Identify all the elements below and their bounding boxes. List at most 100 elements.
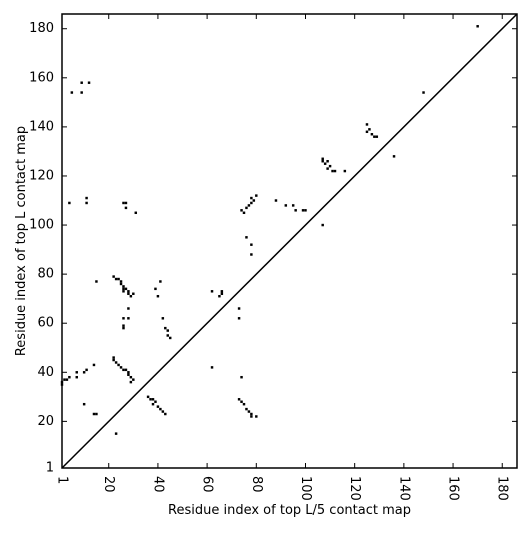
x-tick-label: 160 <box>446 476 461 501</box>
contact-point-lower <box>168 336 172 340</box>
contact-point-lower <box>122 324 125 327</box>
x-tick-label: 80 <box>249 476 264 493</box>
contact-point-upper <box>124 201 128 205</box>
contact-point-lower <box>237 307 241 310</box>
contact-point-upper <box>247 204 251 207</box>
x-axis-label: Residue index of top L/5 contact map <box>168 503 411 518</box>
y-tick-label: 20 <box>37 414 54 429</box>
contact-point-lower <box>75 375 78 379</box>
y-axis-label: Residue index of top L contact map <box>14 126 29 356</box>
contact-point-lower <box>240 375 243 379</box>
contact-point-lower <box>210 290 214 293</box>
contact-point-lower <box>92 412 96 416</box>
contact-point-upper <box>240 209 243 212</box>
contact-point-lower <box>151 402 155 406</box>
contact-point-upper <box>343 169 347 173</box>
contact-point-lower <box>132 292 135 295</box>
contact-point-lower <box>119 280 123 283</box>
x-tick-label: 120 <box>347 476 362 501</box>
contact-point-upper <box>134 211 138 215</box>
contact-point-lower <box>122 290 125 293</box>
contact-point-upper <box>284 204 288 207</box>
contact-point-upper <box>328 164 332 168</box>
contact-point-lower <box>119 282 123 286</box>
contact-point-lower <box>149 398 152 401</box>
x-tick-label: 1 <box>55 476 70 484</box>
contact-point-upper <box>476 25 479 28</box>
contact-point-lower <box>82 371 86 374</box>
contact-point-upper <box>323 162 327 165</box>
contact-point-lower <box>127 371 130 374</box>
contact-point-upper <box>68 201 71 205</box>
contact-point-lower <box>114 432 118 435</box>
contact-point-upper <box>252 199 256 202</box>
contact-point-lower <box>95 412 98 416</box>
contact-point-lower <box>161 410 165 413</box>
x-tick-label: 40 <box>150 476 165 493</box>
contact-point-lower <box>220 290 224 293</box>
contact-point-upper <box>124 206 128 210</box>
contact-point-lower <box>124 368 128 372</box>
contact-point-lower <box>112 356 115 359</box>
contact-point-lower <box>245 236 248 239</box>
contact-point-lower <box>122 326 125 330</box>
x-tick-label: 60 <box>200 476 215 493</box>
contact-point-lower <box>129 380 133 384</box>
contact-point-lower <box>164 412 167 416</box>
contact-point-lower <box>164 326 167 330</box>
contact-point-upper <box>326 167 329 170</box>
contact-point-lower <box>250 415 253 418</box>
contact-point-upper <box>304 209 307 212</box>
contact-point-upper <box>422 91 425 94</box>
contact-point-upper <box>245 206 248 210</box>
contact-point-lower <box>237 317 241 320</box>
x-axis-ticks: 1 20 40 60 80 100 120 140 160 180 <box>55 14 510 501</box>
contact-point-lower <box>132 378 135 381</box>
contact-point-upper <box>80 81 83 84</box>
contact-point-lower <box>245 407 248 411</box>
contact-point-lower <box>166 329 169 332</box>
contact-point-lower <box>112 275 115 278</box>
contact-point-upper <box>85 196 88 200</box>
contact-point-upper <box>301 209 305 212</box>
contact-point-lower <box>92 363 96 367</box>
x-tick-label: 140 <box>396 476 411 501</box>
contact-point-upper <box>87 81 91 84</box>
contact-point-upper <box>122 201 125 205</box>
contact-point-lower <box>156 294 160 298</box>
contact-point-lower <box>255 415 258 418</box>
y-tick-label: 60 <box>37 316 54 331</box>
y-tick-label: 180 <box>29 21 54 36</box>
contact-point-upper <box>70 91 74 94</box>
x-tick-label: 100 <box>298 476 313 501</box>
contact-point-lower <box>117 277 120 281</box>
contact-point-lower <box>65 378 69 381</box>
contact-point-lower <box>166 334 169 337</box>
contact-point-lower <box>122 317 125 320</box>
contact-point-upper <box>291 204 295 207</box>
plot-frame <box>61 13 518 469</box>
contact-point-lower <box>127 373 130 376</box>
contact-point-lower <box>68 375 71 379</box>
contact-point-upper <box>365 123 369 126</box>
contact-point-upper <box>242 211 246 215</box>
contact-point-upper <box>392 155 396 158</box>
contact-point-lower <box>156 405 160 408</box>
x-tick-label: 20 <box>101 476 116 493</box>
contact-point-lower <box>122 285 125 288</box>
contact-point-lower <box>129 375 133 379</box>
contact-point-upper <box>85 201 88 205</box>
contact-point-upper <box>321 160 324 163</box>
contact-point-lower <box>127 290 130 293</box>
y-tick-label: 40 <box>37 365 54 380</box>
y-tick-label: 160 <box>29 70 54 85</box>
contact-point-lower <box>154 287 157 291</box>
contact-point-lower <box>247 410 251 413</box>
contact-point-lower <box>242 402 246 406</box>
contact-point-lower <box>114 277 118 281</box>
contact-point-upper <box>250 196 253 200</box>
contact-point-lower <box>75 371 78 374</box>
contact-point-upper <box>321 223 324 227</box>
